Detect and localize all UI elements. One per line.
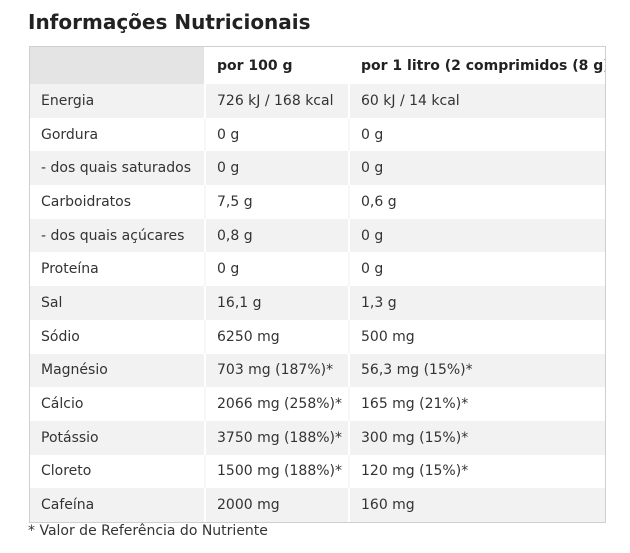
value-per-100g: 2066 mg (258%)* xyxy=(206,387,350,421)
table-body: Energia 726 kJ / 168 kcal 60 kJ / 14 kcal … xyxy=(30,84,605,522)
nutrient-name: Sal xyxy=(30,286,206,320)
nutrient-name: Cafeína xyxy=(30,488,206,522)
header-per-100g: por 100 g xyxy=(206,47,350,84)
value-per-liter: 0 g xyxy=(350,117,605,152)
nutrient-name: Carboidratos xyxy=(30,185,206,219)
value-per-liter: 60 kJ / 14 kcal xyxy=(350,84,605,118)
nutrient-name: Proteína xyxy=(30,252,206,287)
header-per-liter: por 1 litro (2 comprimidos (8 g) xyxy=(350,47,605,84)
table-row: Cafeína 2000 mg 160 mg xyxy=(30,488,605,522)
value-per-100g: 6250 mg xyxy=(206,319,350,354)
value-per-liter: 56,3 mg (15%)* xyxy=(350,353,605,388)
table-row: Magnésio 703 mg (187%)* 56,3 mg (15%)* xyxy=(30,353,605,388)
value-per-liter: 500 mg xyxy=(350,319,605,354)
nutrient-name: Potássio xyxy=(30,420,206,455)
nutrient-name: Sódio xyxy=(30,319,206,354)
nutrient-name: Energia xyxy=(30,84,206,118)
nutrient-name: Gordura xyxy=(30,117,206,152)
table-row: Carboidratos 7,5 g 0,6 g xyxy=(30,185,605,219)
value-per-liter: 0,6 g xyxy=(350,185,605,219)
value-per-100g: 1500 mg (188%)* xyxy=(206,454,350,489)
value-per-100g: 2000 mg xyxy=(206,488,350,522)
table-row: Sal 16,1 g 1,3 g xyxy=(30,286,605,320)
table-header: por 100 g por 1 litro (2 comprimidos (8 … xyxy=(30,47,605,84)
value-per-100g: 703 mg (187%)* xyxy=(206,353,350,388)
value-per-liter: 0 g xyxy=(350,252,605,287)
value-per-liter: 300 mg (15%)* xyxy=(350,420,605,455)
value-per-100g: 0 g xyxy=(206,117,350,152)
value-per-100g: 0 g xyxy=(206,252,350,287)
table-row: Sódio 6250 mg 500 mg xyxy=(30,319,605,354)
value-per-liter: 0 g xyxy=(350,218,605,253)
nutrition-table-container: por 100 g por 1 litro (2 comprimidos (8 … xyxy=(29,46,606,523)
value-per-100g: 726 kJ / 168 kcal xyxy=(206,84,350,118)
nutrient-name: Cálcio xyxy=(30,387,206,421)
value-per-100g: 16,1 g xyxy=(206,286,350,320)
value-per-liter: 160 mg xyxy=(350,488,605,522)
header-corner-cell xyxy=(30,47,206,84)
nutrition-table: por 100 g por 1 litro (2 comprimidos (8 … xyxy=(30,47,605,522)
value-per-liter: 120 mg (15%)* xyxy=(350,454,605,489)
value-per-100g: 0,8 g xyxy=(206,218,350,253)
page-title: Informações Nutricionais xyxy=(28,10,311,34)
value-per-liter: 0 g xyxy=(350,151,605,186)
value-per-100g: 3750 mg (188%)* xyxy=(206,420,350,455)
nutrient-name: - dos quais açúcares xyxy=(30,218,206,253)
footnote: * Valor de Referência do Nutriente xyxy=(28,523,268,539)
nutrient-name: - dos quais saturados xyxy=(30,151,206,186)
nutrient-name: Cloreto xyxy=(30,454,206,489)
table-row: Cálcio 2066 mg (258%)* 165 mg (21%)* xyxy=(30,387,605,421)
table-row: Energia 726 kJ / 168 kcal 60 kJ / 14 kcal xyxy=(30,84,605,118)
nutrient-name: Magnésio xyxy=(30,353,206,388)
value-per-100g: 0 g xyxy=(206,151,350,186)
value-per-liter: 165 mg (21%)* xyxy=(350,387,605,421)
table-row: Cloreto 1500 mg (188%)* 120 mg (15%)* xyxy=(30,454,605,489)
value-per-100g: 7,5 g xyxy=(206,185,350,219)
header-row: por 100 g por 1 litro (2 comprimidos (8 … xyxy=(30,47,605,84)
table-row: Potássio 3750 mg (188%)* 300 mg (15%)* xyxy=(30,420,605,455)
value-per-liter: 1,3 g xyxy=(350,286,605,320)
